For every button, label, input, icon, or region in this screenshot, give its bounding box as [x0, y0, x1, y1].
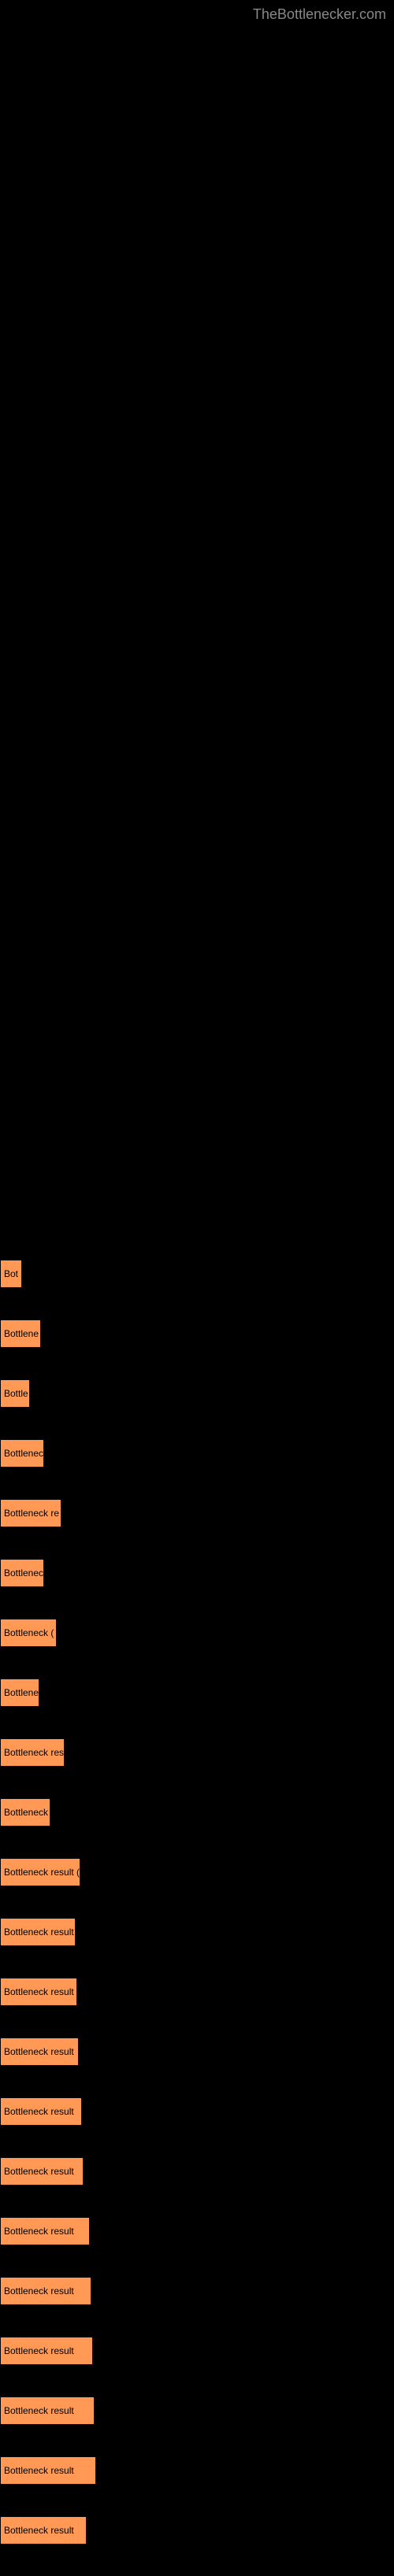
bar: Bottlenec	[0, 1559, 44, 1587]
bar: Bottleneck result	[0, 2337, 93, 2365]
bar: Bottleneck (	[0, 1619, 57, 1647]
bar-row: Bottleneck result	[0, 2337, 394, 2365]
bar-row: Bottleneck re	[0, 1499, 394, 1527]
bar-row: Bottleneck result	[0, 2097, 394, 2126]
bar: Bottleneck result	[0, 1918, 76, 1946]
bar-row: Bottleneck result	[0, 2396, 394, 2425]
bar-row: Bottleneck result	[0, 1978, 394, 2006]
bar-row: Bottlenec	[0, 1559, 394, 1587]
bar: Bot	[0, 1260, 22, 1288]
bar: Bottlene	[0, 1678, 39, 1707]
bar-row: Bottle	[0, 1379, 394, 1408]
bar: Bottlenec	[0, 1439, 44, 1468]
bar: Bottleneck result	[0, 2157, 84, 2186]
bar: Bottleneck result	[0, 2217, 90, 2245]
bar-row: Bottleneck result	[0, 2516, 394, 2545]
bar: Bottleneck	[0, 1798, 50, 1827]
bar-row: Bottleneck result	[0, 1918, 394, 1946]
bar: Bottle	[0, 1379, 30, 1408]
watermark-text: TheBottlenecker.com	[253, 6, 386, 23]
bar: Bottleneck result	[0, 2277, 91, 2305]
bar: Bottleneck result	[0, 2396, 95, 2425]
bar-chart: Bot Bottlene Bottle Bottlenec Bottleneck re B…	[0, 0, 394, 2545]
bar: Bottleneck result	[0, 1978, 77, 2006]
bar-row: Bottlene	[0, 1678, 394, 1707]
bar-row: Bottleneck result (	[0, 1858, 394, 1886]
bar-row: Bottlenec	[0, 1439, 394, 1468]
bar-row: Bottleneck	[0, 1798, 394, 1827]
bar: Bottleneck result (	[0, 1858, 80, 1886]
bar: Bottleneck res	[0, 1738, 65, 1767]
bar-row: Bottleneck result	[0, 2217, 394, 2245]
bar-row: Bottleneck result	[0, 2456, 394, 2485]
bar-row: Bottleneck (	[0, 1619, 394, 1647]
bar: Bottleneck result	[0, 2097, 82, 2126]
bar: Bottleneck result	[0, 2516, 87, 2545]
bar-row: Bottleneck result	[0, 2157, 394, 2186]
bar-row: Bottleneck res	[0, 1738, 394, 1767]
bar-row: Bottlene	[0, 1319, 394, 1348]
bar: Bottleneck result	[0, 2037, 79, 2066]
bar: Bottleneck result	[0, 2456, 96, 2485]
bar-row: Bot	[0, 1260, 394, 1288]
bar: Bottleneck re	[0, 1499, 61, 1527]
bar: Bottlene	[0, 1319, 41, 1348]
bar-row: Bottleneck result	[0, 2037, 394, 2066]
bar-row: Bottleneck result	[0, 2277, 394, 2305]
